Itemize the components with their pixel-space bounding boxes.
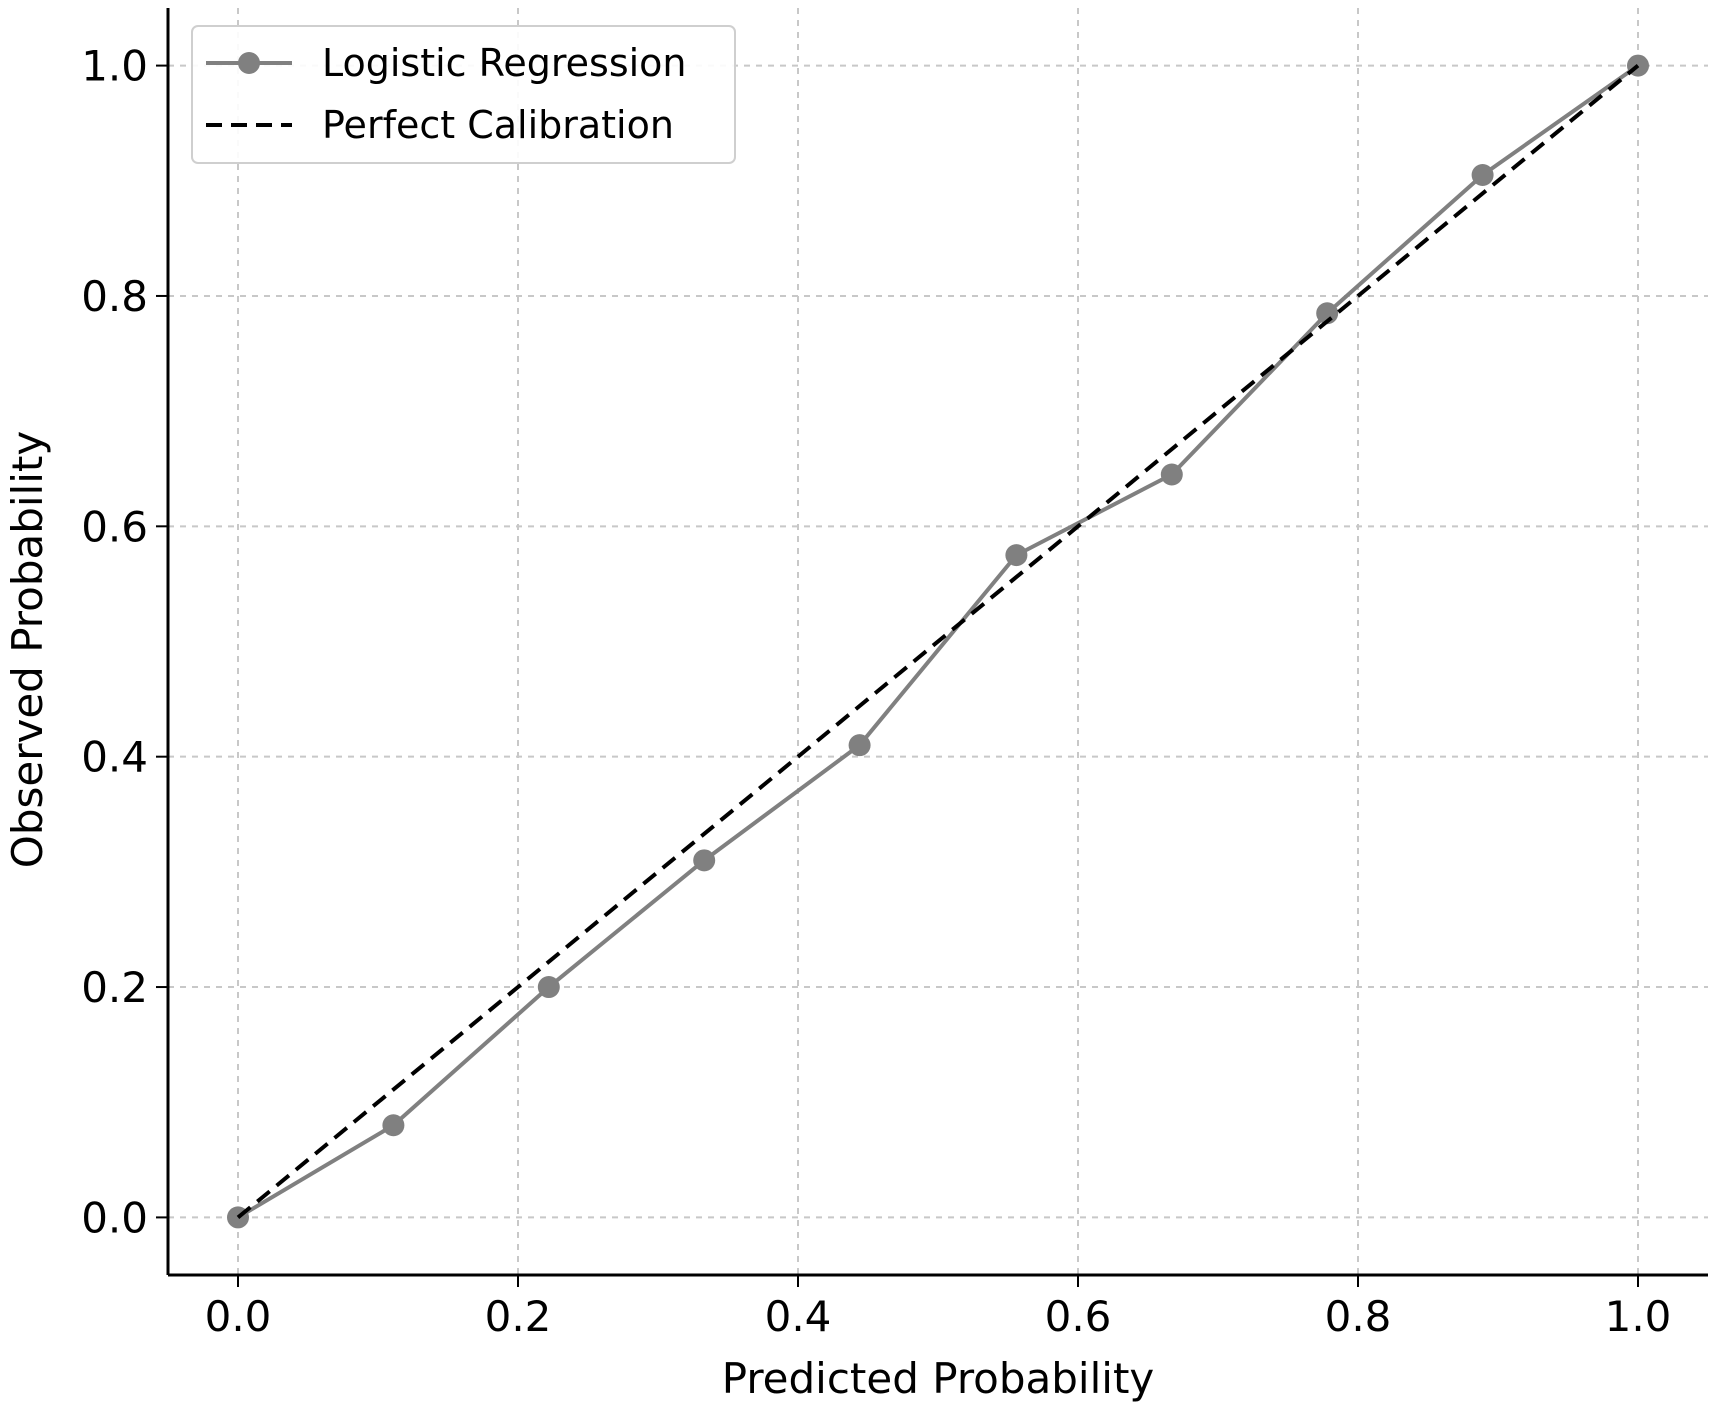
data-point bbox=[848, 734, 871, 757]
x-tick-label: 0.6 bbox=[1045, 1292, 1112, 1341]
tick-labels: 0.0 0.2 0.4 0.6 0.8 1.0 0.0 0.2 0.4 0.6 0.8 1.0 bbox=[81, 42, 1671, 1341]
legend-label-perfect-calibration: Perfect Calibration bbox=[322, 103, 674, 147]
x-tick-label: 0.0 bbox=[205, 1292, 272, 1341]
x-axis-label: Predicted Probability bbox=[722, 1354, 1155, 1403]
x-tick-label: 0.2 bbox=[485, 1292, 552, 1341]
data-point bbox=[1005, 544, 1028, 567]
y-tick-label: 0.6 bbox=[81, 502, 148, 551]
series-line-logistic-regression bbox=[236, 63, 1640, 1220]
y-tick-label: 0.4 bbox=[81, 733, 148, 782]
y-tick-label: 0.0 bbox=[81, 1193, 148, 1242]
x-tick-label: 0.4 bbox=[765, 1292, 832, 1341]
data-point bbox=[1471, 164, 1494, 187]
series bbox=[227, 54, 1649, 1229]
y-tick-label: 0.8 bbox=[81, 272, 148, 321]
data-point bbox=[693, 849, 716, 872]
data-point bbox=[1316, 302, 1339, 325]
x-tick-label: 0.8 bbox=[1325, 1292, 1392, 1341]
y-tick-label: 1.0 bbox=[81, 42, 148, 91]
series-line-perfect-calibration bbox=[236, 64, 1640, 1219]
legend-marker bbox=[238, 52, 260, 74]
legend-label-logistic-regression: Logistic Regression bbox=[322, 41, 687, 85]
x-tick-label: 1.0 bbox=[1605, 1292, 1672, 1341]
legend-box bbox=[191, 25, 736, 164]
data-point bbox=[382, 1114, 405, 1137]
y-tick-label: 0.2 bbox=[81, 963, 148, 1012]
legend: Logistic Regression Perfect Calibration bbox=[191, 25, 736, 164]
y-axis-label: Observed Probability bbox=[3, 431, 52, 868]
data-point bbox=[537, 976, 560, 999]
data-point bbox=[1160, 463, 1183, 486]
axes bbox=[166, 8, 1708, 1277]
